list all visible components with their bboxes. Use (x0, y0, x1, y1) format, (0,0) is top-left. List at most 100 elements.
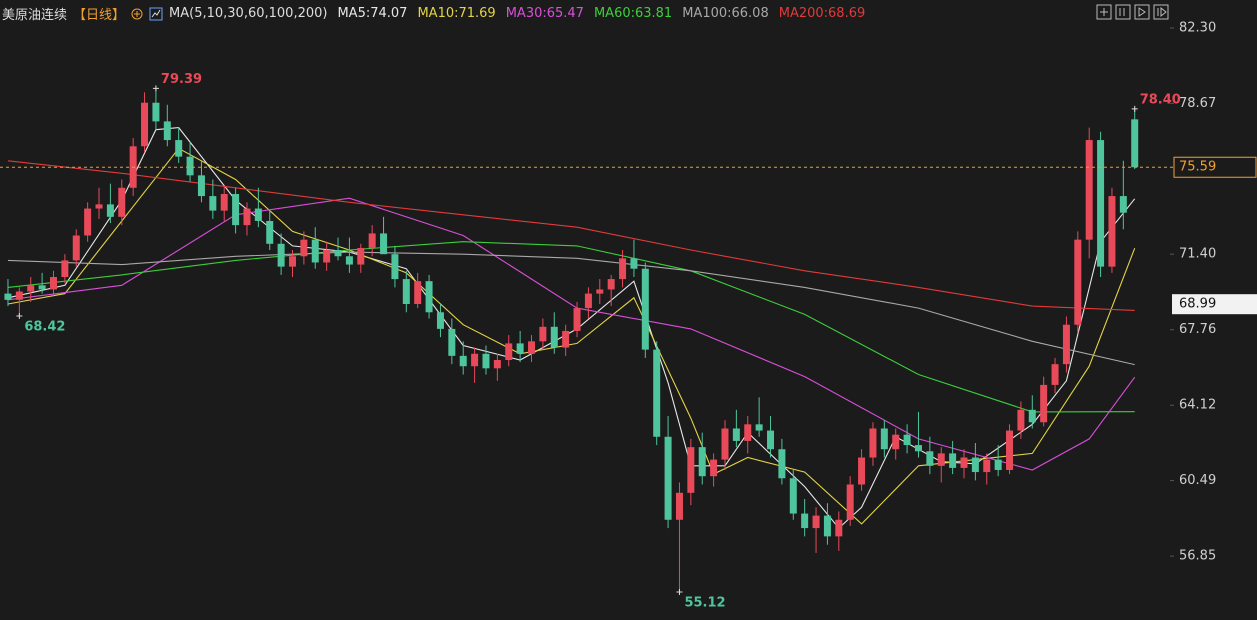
candle-body (698, 447, 706, 477)
candle-body (72, 235, 80, 261)
legend-entry: MA30:65.47 (505, 6, 584, 21)
candle-body (926, 451, 934, 466)
ma-line (7, 147, 1136, 525)
candle-body (1028, 409, 1036, 423)
candle-body (311, 239, 319, 263)
candle-body (835, 519, 843, 537)
candle-body (1108, 196, 1116, 267)
candle-body (277, 243, 285, 267)
candle-body (266, 220, 274, 244)
candle-body (641, 268, 649, 350)
tool-button[interactable] (1096, 4, 1112, 20)
candle-body (767, 430, 775, 450)
candle-body (300, 239, 308, 257)
indicator-icon[interactable] (149, 7, 163, 21)
candle-body (892, 434, 900, 450)
candle-body (323, 250, 331, 263)
candle-body (357, 247, 365, 265)
candle-body (402, 279, 410, 304)
annotation-label: 68.42 (24, 320, 65, 335)
tool-button[interactable] (1134, 4, 1150, 20)
candle-body (584, 293, 592, 309)
candle-body (710, 459, 718, 477)
candle-body (254, 208, 262, 221)
tool-button[interactable] (1153, 4, 1169, 20)
annotation-marker (152, 85, 159, 92)
candle-body (778, 449, 786, 479)
candle-body (903, 434, 911, 446)
candle-body (4, 293, 12, 300)
annotation-label: 78.40 (1140, 92, 1181, 107)
candle-body (937, 453, 945, 466)
candle-body (846, 484, 854, 520)
candle-body (232, 194, 240, 226)
candle-body (1051, 364, 1059, 385)
candle-body (186, 156, 194, 176)
candle-body (141, 102, 149, 147)
candle-body (1131, 119, 1139, 168)
candle-body (630, 258, 638, 269)
period[interactable]: 【日线】 (73, 8, 126, 23)
candle-body (49, 277, 57, 290)
candle-body (1006, 430, 1014, 470)
candle-body (812, 515, 820, 529)
ma-line (7, 160, 1135, 311)
candle-body (425, 281, 433, 313)
candle-body (596, 289, 604, 294)
candle-body (1085, 140, 1093, 240)
candle-body (858, 457, 866, 485)
candle-body (653, 349, 661, 437)
candle-body (27, 285, 35, 292)
candle-body (175, 140, 183, 157)
indicator-name[interactable]: MA(5,10,30,60,100,200) (169, 6, 328, 21)
y-tick-label: 67.76 (1179, 322, 1216, 337)
y-tick-label: 56.85 (1179, 549, 1216, 564)
marker-price-label: 68.99 (1179, 297, 1216, 312)
candle-body (459, 355, 467, 367)
y-tick-label: 71.40 (1179, 247, 1216, 262)
legend-entry: MA100:66.08 (682, 6, 769, 21)
candle-body (380, 233, 388, 255)
candle-body (84, 208, 92, 236)
candle-body (619, 258, 627, 280)
candle-body (1074, 239, 1082, 325)
candle-body (482, 353, 490, 369)
annotation-marker (16, 313, 23, 320)
candle-body (801, 513, 809, 529)
ma-line (7, 251, 1135, 366)
candle-body (516, 343, 524, 354)
candle-body (1097, 140, 1105, 267)
ma-line (7, 197, 1136, 471)
candle-body (744, 424, 752, 441)
marker-price-box (1172, 294, 1257, 315)
legend-entry: MA10:71.69 (417, 6, 496, 21)
ma-line (7, 127, 1136, 529)
candle-body (436, 312, 444, 329)
annotation-label: 79.39 (161, 72, 202, 87)
y-tick-label: 82.30 (1179, 21, 1216, 36)
candle-body (550, 326, 558, 348)
tool-button[interactable] (1115, 4, 1131, 20)
legend-entry: MA200:68.69 (778, 6, 866, 21)
candle-body (505, 343, 513, 361)
candle-body (869, 428, 877, 458)
candle-body (493, 360, 501, 369)
candle-body (949, 453, 957, 468)
candle-body (880, 428, 888, 450)
candle-body (118, 187, 126, 217)
candle-body (539, 326, 547, 342)
candle-body (1062, 324, 1070, 365)
candle-body (471, 353, 479, 367)
candle-body (106, 204, 114, 217)
legend-entry: MA5:74.07 (337, 6, 408, 21)
candle-body (664, 436, 672, 520)
candle-body (15, 291, 23, 300)
header: 美原油连续 【日线】 MA(5,10,30,60,100,200) MA5:74… (2, 4, 865, 23)
candle-body (755, 424, 763, 431)
add-icon[interactable] (131, 8, 143, 20)
candle-body (289, 256, 296, 267)
candle-body (823, 515, 831, 537)
candle-body (914, 445, 922, 452)
candle-body (163, 121, 171, 141)
